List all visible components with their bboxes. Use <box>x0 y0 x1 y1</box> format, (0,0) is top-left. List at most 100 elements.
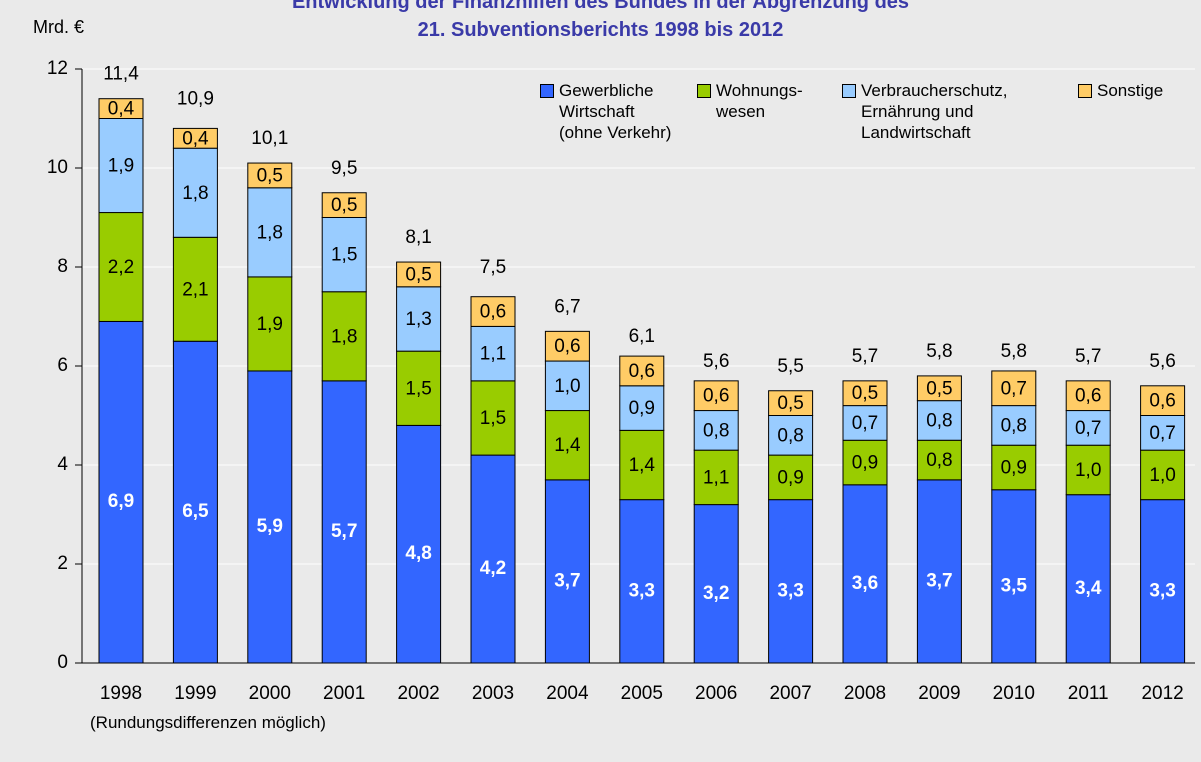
bar-segment <box>916 400 962 441</box>
chart-title: Entwicklung der Finanzhilfen des Bundes … <box>291 0 910 41</box>
bar-segment <box>470 296 516 327</box>
bar-segment <box>321 291 367 382</box>
data-label: 0,8 <box>926 410 952 431</box>
data-label: 0,6 <box>703 386 729 407</box>
y-tick-label: 6 <box>57 355 68 376</box>
bar-segment <box>991 370 1037 407</box>
data-label: 0,9 <box>1001 457 1027 478</box>
bar-segment <box>916 375 962 402</box>
bar-segment <box>842 439 888 486</box>
total-label: 5,7 <box>1075 346 1101 367</box>
bar-segment <box>1140 449 1186 501</box>
bar-segment <box>396 261 442 288</box>
data-label: 1,4 <box>629 455 656 476</box>
data-label: 1,0 <box>1149 465 1175 486</box>
data-label: 0,6 <box>554 336 580 357</box>
data-label: 0,4 <box>108 99 135 120</box>
total-label: 11,4 <box>103 64 139 85</box>
data-label: 4,8 <box>405 543 431 564</box>
bar-segment <box>247 276 293 372</box>
bar-segment <box>396 350 442 426</box>
data-label: 0,6 <box>1075 386 1101 407</box>
total-label: 6,7 <box>554 296 580 317</box>
y-tick-label: 2 <box>57 553 68 574</box>
x-tick-label: 2005 <box>621 683 663 704</box>
bar-segment <box>991 489 1037 664</box>
bar-segment <box>172 147 218 238</box>
total-label: 5,6 <box>1149 351 1175 372</box>
total-label: 6,1 <box>629 326 655 347</box>
data-label: 1,5 <box>331 245 357 266</box>
data-label: 5,7 <box>331 521 357 542</box>
bar-segment <box>396 424 442 664</box>
bar-segment <box>98 98 144 119</box>
data-label: 1,9 <box>257 314 283 335</box>
bar-segment <box>1065 380 1111 412</box>
x-tick-label: 2011 <box>1068 683 1109 704</box>
total-label: 8,1 <box>405 227 431 248</box>
data-label: 0,5 <box>405 264 431 285</box>
data-label: 0,9 <box>852 453 878 474</box>
data-label: 0,7 <box>1075 418 1101 439</box>
x-tick-label: 1999 <box>174 683 216 704</box>
bar-segment <box>768 454 814 501</box>
x-tick-label: 2008 <box>844 683 886 704</box>
data-label: 6,5 <box>182 501 209 522</box>
legend-entry: Verbraucherschutz, Ernährung und Landwir… <box>842 80 1007 143</box>
data-label: 3,3 <box>1149 580 1175 601</box>
data-label: 2,2 <box>108 257 134 278</box>
bar-segment <box>98 320 144 664</box>
bar-segment <box>98 212 144 322</box>
x-tick-label: 1998 <box>100 683 142 704</box>
data-label: 0,8 <box>1001 415 1027 436</box>
data-label: 0,5 <box>257 165 283 186</box>
data-label: 5,9 <box>257 516 283 537</box>
legend-entry: Gewerbliche Wirtschaft (ohne Verkehr) <box>540 80 671 143</box>
bar-segment <box>619 385 665 431</box>
y-axis-label: Mrd. € <box>33 17 85 37</box>
data-label: 6,9 <box>108 491 134 512</box>
data-label: 0,5 <box>331 195 357 216</box>
data-label: 1,5 <box>405 378 431 399</box>
data-label: 3,5 <box>1001 575 1028 596</box>
x-tick-label: 2004 <box>546 683 589 704</box>
total-label: 5,5 <box>777 356 803 377</box>
bar-segment <box>172 127 218 149</box>
data-label: 1,8 <box>182 183 208 204</box>
data-label: 1,8 <box>331 326 357 347</box>
data-label: 1,0 <box>1075 460 1101 481</box>
data-label: 0,4 <box>182 128 209 149</box>
y-tick-label: 8 <box>57 256 68 277</box>
data-label: 1,5 <box>480 408 506 429</box>
data-label: 1,3 <box>405 309 431 330</box>
data-label: 3,7 <box>926 570 952 591</box>
data-label: 0,6 <box>629 361 655 382</box>
data-label: 4,2 <box>480 558 506 579</box>
bar-segment <box>768 499 814 664</box>
data-label: 0,9 <box>629 398 655 419</box>
legend-entry: Sonstige <box>1078 80 1163 101</box>
total-label: 9,5 <box>331 158 357 179</box>
data-label: 2,1 <box>182 279 208 300</box>
total-label: 5,8 <box>1001 341 1027 362</box>
legend-label: Sonstige <box>1097 81 1164 100</box>
legend-swatch <box>540 84 554 98</box>
total-label: 5,7 <box>852 346 878 367</box>
bar-segment <box>1065 444 1111 496</box>
bar-segment <box>768 390 814 416</box>
legend-label: Verbraucherschutz, Ernährung und Landwir… <box>861 81 1008 142</box>
y-tick-label: 10 <box>47 157 68 178</box>
x-tick-label: 2003 <box>472 683 514 704</box>
bar-segment <box>842 405 888 441</box>
data-label: 3,3 <box>777 580 803 601</box>
data-label: 1,4 <box>554 435 581 456</box>
y-tick-label: 4 <box>57 454 68 475</box>
data-label: 0,9 <box>777 467 803 488</box>
data-label: 0,7 <box>1149 423 1175 444</box>
bar-segment <box>1140 499 1186 664</box>
data-label: 3,4 <box>1075 578 1102 599</box>
data-label: 0,7 <box>1001 378 1027 399</box>
bar-segment <box>172 340 218 664</box>
